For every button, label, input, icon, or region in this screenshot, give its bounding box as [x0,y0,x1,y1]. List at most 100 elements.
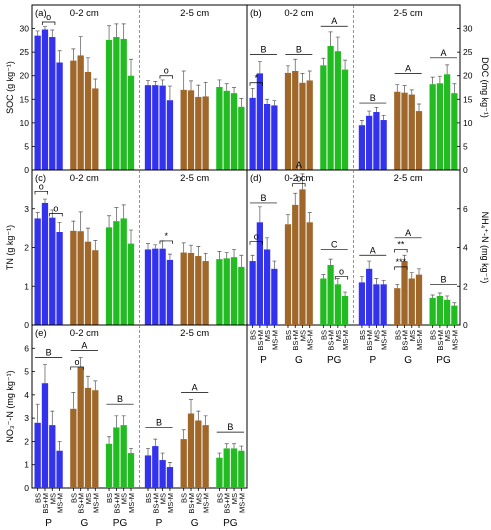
panel-3-errorbar-PG-BS [217,251,222,260]
panel-1-bar-2-5cm-PG-BS+M [223,90,230,170]
panel-4-group-label-P-1: P [260,355,267,366]
panel-1-bar-2-5cm-PG-MS [230,93,238,170]
panel-4-xtick-label: BS+M [291,330,300,351]
panel-2-errorbar-G-BS [285,65,290,73]
panel-3-bar-2-5cm-G-MS-M [202,261,209,325]
panel-4-ytick-label: 6 [463,204,468,214]
panel-4-errorbar-P-BS+M [257,206,262,223]
panel-4-sig-line-0 [249,241,263,245]
panel-2-bar-0-2cm-P-MS-M [271,105,278,170]
panel-5-errorbar-G-BS [71,392,76,409]
panel-5-errorbar-P-BS [145,448,150,456]
panel-5-errorbar-P-BS [35,403,40,423]
panel-3-bar-0-2cm-G-MS [84,241,92,325]
panel-3-bar-0-2cm-P-BS+M [41,202,49,325]
panel-3-sig-line-0 [34,190,48,195]
panel-3-bar-2-5cm-PG-BS+M [223,258,230,325]
panel-5-errorbar-G-MS-M [203,415,208,426]
panel-4-ytick-label: 2 [463,281,468,291]
panel-1-bar-2-5cm-G-BS [180,89,187,170]
panel-2-sig-label-6: A [441,48,447,58]
panel-5-bar-0-2cm-G-MS [84,387,92,488]
panel-4-bar-2-5cm-PG-MS [444,299,451,325]
panel-2-errorbar-G-MS-M [417,103,422,112]
panel-2-bar-0-2cm-PG-MS-M [341,69,349,170]
panel-3-bar-2-5cm-PG-MS-M [238,266,245,325]
panel-3-errorbar-PG-BS+M [114,207,119,222]
panel-1-errorbar-G-MS [196,84,201,97]
panel-5-xtick-label: MS [120,493,129,504]
panel-4-depth-label-1: 0-2 cm [284,173,313,184]
panel-5-xtick-label: MS [194,493,203,504]
panel-5-errorbar-P-MS [50,410,55,426]
panel-2-depth-label-2: 2-5 cm [394,8,423,19]
panel-4-bar-2-5cm-P-MS-M [380,284,387,325]
panel-3-depth-label-2: 2-5 cm [180,173,209,184]
panel-5-xtick-label: BS [34,493,43,503]
panel-2-bar-2-5cm-P-MS [373,112,380,170]
panel-5-errorbar-PG-MS-M [239,445,244,451]
panel-2-bar-0-2cm-PG-MS [334,51,341,171]
panel-5-bar-0-2cm-G-BS+M [77,366,84,488]
panel-5-errorbar-G-MS [196,410,201,421]
panel-2-errorbar-P-MS-M [381,114,386,121]
panel-1-bar-2-5cm-P-MS-M [166,100,174,170]
panel-3-sig-label-0: o [39,181,44,191]
panel-3-bar-2-5cm-P-BS [144,249,152,325]
panel-1-sig-label-1: o [164,66,169,76]
panel-4-bar-2-5cm-G-BS [394,288,401,325]
panel-2-ytick-label: 10 [463,118,473,128]
panel-3-errorbar-G-BS [71,220,76,231]
panel-1-errorbar-P-BS+M [153,81,158,86]
panel-4-bar-2-5cm-P-MS [373,284,380,325]
panel-4-depth-label-2: 2-5 cm [394,173,423,184]
panel-4-sig-label-2: o [296,174,301,184]
panel-2-bar-2-5cm-PG-MS-M [451,93,458,170]
panel-5-xtick-label: MS [230,493,239,504]
panel-5-ylabel: NO₃⁻-N (mg kg⁻¹) [5,370,15,442]
panel-4-xtick-label: BS [319,330,328,340]
panel-1-bar-0-2cm-G-MS-M [92,88,99,170]
panel-1-letter: (a) [35,8,47,19]
panel-1-bar-2-5cm-P-BS+M [152,85,159,170]
panel-1-bar-0-2cm-G-BS [70,60,77,170]
panel-5-group-label-PG-1: PG [113,518,128,529]
panel-5-bar-0-2cm-G-BS [70,408,77,488]
panel-2-errorbar-PG-MS-M [343,59,348,70]
panel-5-xtick-label: BS [144,493,153,503]
panel-2-bar-2-5cm-G-BS [394,91,401,170]
panel-5-bar-2-5cm-G-BS [180,439,187,488]
panel-1-errorbar-G-BS [181,70,186,90]
panel-1-errorbar-PG-MS-M [129,58,134,76]
panel-2-ytick-label: 30 [463,24,473,34]
panel-3-bar-2-5cm-G-BS [180,252,187,325]
panel-4-bar-0-2cm-PG-MS [334,284,341,325]
panel-1-ytick-label: 10 [20,118,30,128]
panel-4-errorbar-PG-BS+M [328,258,333,265]
panel-4-xtick-label: BS [284,330,293,340]
panel-1-sig-label-0: o [46,12,51,22]
panel-3-sig-label-2: * [165,231,169,241]
panel-3-errorbar-P-BS+M [153,244,158,249]
panel-5-xtick-label: MS-M [56,493,65,513]
panel-2-ytick-label: 15 [463,94,473,104]
panel-3-bar-2-5cm-P-MS [159,248,166,325]
panel-4-bar-0-2cm-G-MS-M [306,222,313,325]
panel-4-bar-2-5cm-G-BS+M [401,261,408,325]
panel-2-errorbar-PG-BS+M [437,75,442,84]
panel-4-xtick-label: MS-M [270,330,279,350]
panel-2-sig-line-0 [249,82,263,86]
panel-2-errorbar-P-MS-M [272,100,277,106]
panel-4-ytick-label: 4 [463,243,468,253]
panel-3-errorbar-PG-MS-M [239,254,244,267]
panel-2-sig-label-1: B [260,45,266,55]
panel-5-errorbar-G-BS+M [78,357,83,367]
panel-1-bar-0-2cm-PG-MS [120,38,127,170]
panel-4-xtick-label: MS-M [415,330,424,350]
panel-4-bar-2-5cm-G-MS [408,278,415,325]
panel-4-xtick-label: BS+M [327,330,336,351]
panel-1-bar-2-5cm-PG-BS [216,87,223,170]
panel-1-bar-2-5cm-PG-MS-M [238,106,245,170]
panel-3-depth-label-1: 0-2 cm [70,173,99,184]
